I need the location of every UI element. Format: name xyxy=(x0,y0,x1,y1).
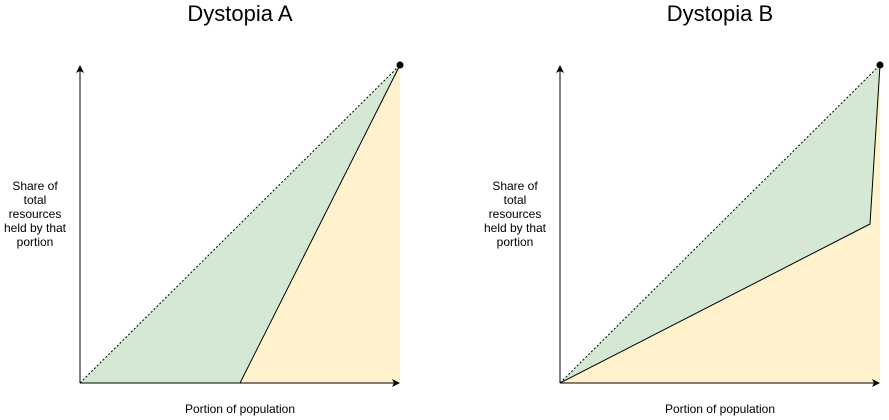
y-label: portion xyxy=(497,235,534,249)
x-label: Portion of population xyxy=(185,402,295,416)
end-point xyxy=(876,61,884,69)
y-label: Share of xyxy=(492,179,538,193)
y-label: held by that xyxy=(484,221,547,235)
equality-line xyxy=(79,64,401,384)
y-label: resources xyxy=(9,207,62,221)
lorenz-curve xyxy=(559,64,881,384)
share-area xyxy=(560,65,880,383)
y-label: Share of xyxy=(12,179,58,193)
panel-a: Dystopia A Share of total resources held… xyxy=(4,1,404,416)
y-label: total xyxy=(504,193,527,207)
panel-title: Dystopia B xyxy=(667,1,773,26)
lorenz-curve xyxy=(80,64,401,384)
y-label: resources xyxy=(489,207,542,221)
panel-title: Dystopia A xyxy=(187,1,292,26)
y-label: total xyxy=(24,193,47,207)
equality-line xyxy=(559,64,881,384)
x-label: Portion of population xyxy=(665,402,775,416)
y-label: portion xyxy=(17,235,54,249)
panel-b: Dystopia B Share of total resources held… xyxy=(484,1,884,416)
end-point xyxy=(396,61,404,69)
y-label: held by that xyxy=(4,221,67,235)
